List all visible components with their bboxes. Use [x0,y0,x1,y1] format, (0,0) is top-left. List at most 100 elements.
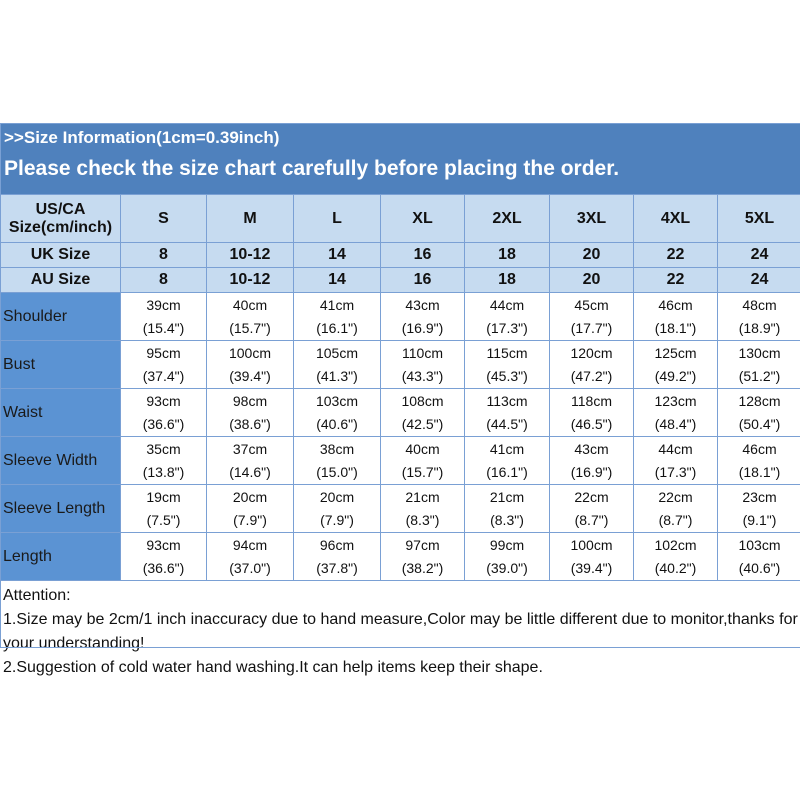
inch-value: (39.4") [229,367,271,384]
cm-value: 44cm [658,440,693,457]
table-row: Sleeve Width 35cm (13.8") 37cm (14.6") 38cm (1… [0,436,800,485]
cm-value: 93cm [146,392,181,409]
table-row: Shoulder 39cm (15.4") 40cm (15.7") 41cm (16.1"… [0,292,800,341]
cm-value: 23cm [742,488,777,505]
measurement-cell: 19cm (7.5") [120,484,207,533]
inch-value: (8.3") [490,511,524,528]
measurement-cell: 102cm (40.2") [633,532,718,581]
cm-value: 41cm [489,440,525,457]
au-size-value: 24 [717,267,800,293]
attention-note-1: 1.Size may be 2cm/1 inch inaccuracy due … [3,611,798,652]
au-size-row: AU Size 8 10-12 14 16 18 20 22 24 [0,267,800,293]
table-row: Sleeve Length 19cm (7.5") 20cm (7.9") 20cm (7.… [0,484,800,533]
cm-value: 118cm [571,392,612,409]
measurement-cell: 38cm (15.0") [293,436,381,485]
measurement-cell: 23cm (9.1") [717,484,800,533]
measurement-cell: 20cm (7.9") [206,484,294,533]
cm-value: 44cm [489,296,525,313]
cm-value: 100cm [570,536,613,553]
inch-value: (38.6") [229,415,271,432]
inch-value: (16.9") [570,463,613,480]
inch-value: (8.3") [405,511,440,528]
measurement-label: Length [0,532,121,581]
size-info-banner: >>Size Information(1cm=0.39inch) Please … [0,123,800,194]
uk-size-label: UK Size [0,242,121,268]
inch-value: (16.1") [316,319,358,336]
inch-value: (15.7") [229,319,271,336]
cm-value: 43cm [574,440,609,457]
measurement-cell: 41cm (16.1") [464,436,550,485]
cm-value: 128cm [738,392,781,409]
uk-size-value: 22 [633,242,718,268]
inch-value: (37.4") [142,367,185,384]
measurement-cell: 96cm (37.8") [293,532,381,581]
cm-value: 99cm [489,536,525,553]
inch-value: (9.1") [742,511,777,528]
inch-value: (17.3") [486,319,528,336]
cm-value: 103cm [738,536,781,553]
measurement-cell: 37cm (14.6") [206,436,294,485]
cm-value: 46cm [658,296,693,313]
inch-value: (48.4") [654,415,697,432]
measurement-label: Sleeve Length [0,484,121,533]
cm-value: 115cm [486,344,528,361]
au-size-value: 18 [464,267,550,293]
cm-value: 96cm [319,536,355,553]
cm-value: 21cm [405,488,440,505]
cm-value: 35cm [146,440,181,457]
measurement-cell: 40cm (15.7") [380,436,465,485]
cm-value: 19cm [146,488,181,505]
cm-value: 102cm [654,536,697,553]
cm-value: 22cm [574,488,609,505]
measurement-cell: 100cm (39.4") [549,532,634,581]
measurement-cell: 93cm (36.6") [120,388,207,437]
cm-value: 108cm [401,392,444,409]
inch-value: (45.3") [486,367,528,384]
measurement-label: Shoulder [0,292,121,341]
cm-value: 48cm [742,296,777,313]
measurement-cell: 125cm (49.2") [633,340,718,389]
inch-value: (13.8") [142,463,185,480]
measurement-cell: 123cm (48.4") [633,388,718,437]
measurement-cell: 21cm (8.3") [380,484,465,533]
size-chart-table: US/CA Size(cm/inch) S M L XL 2XL 3XL 4XL 5XL UK S… [0,194,800,581]
cm-value: 39cm [146,296,181,313]
inch-value: (50.4") [738,415,781,432]
measurement-cell: 43cm (16.9") [380,292,465,341]
cm-value: 110cm [402,344,443,361]
us-size-label: US/CA Size(cm/inch) [0,194,121,243]
cm-value: 97cm [405,536,440,553]
uk-size-value: 10-12 [206,242,294,268]
au-size-value: 8 [120,267,207,293]
size-header: S [120,194,207,243]
uk-size-value: 8 [120,242,207,268]
measurement-cell: 105cm (41.3") [293,340,381,389]
uk-size-value: 16 [380,242,465,268]
uk-size-value: 24 [717,242,800,268]
uk-size-value: 20 [549,242,634,268]
inch-value: (8.7") [574,511,609,528]
size-header: 2XL [464,194,550,243]
measurement-cell: 97cm (38.2") [380,532,465,581]
inch-value: (37.0") [229,559,271,576]
measurement-cell: 22cm (8.7") [633,484,718,533]
size-header: 4XL [633,194,718,243]
inch-value: (7.9") [233,511,267,528]
au-size-value: 22 [633,267,718,293]
cm-value: 120cm [570,344,613,361]
measurement-cell: 45cm (17.7") [549,292,634,341]
inch-value: (16.9") [401,319,444,336]
size-header: 3XL [549,194,634,243]
cm-value: 95cm [146,344,181,361]
measurement-cell: 98cm (38.6") [206,388,294,437]
measurement-cell: 118cm (46.5") [549,388,634,437]
inch-value: (46.5") [570,415,613,432]
measurement-cell: 110cm (43.3") [380,340,465,389]
inch-value: (39.4") [570,559,613,576]
cm-value: 40cm [232,296,268,313]
table-row: Waist 93cm (36.6") 98cm (38.6") 103cm (40.6") 1… [0,388,800,437]
measurement-cell: 46cm (18.1") [633,292,718,341]
measurement-cell: 40cm (15.7") [206,292,294,341]
inch-value: (38.2") [401,559,444,576]
measurement-cell: 103cm (40.6") [717,532,800,581]
